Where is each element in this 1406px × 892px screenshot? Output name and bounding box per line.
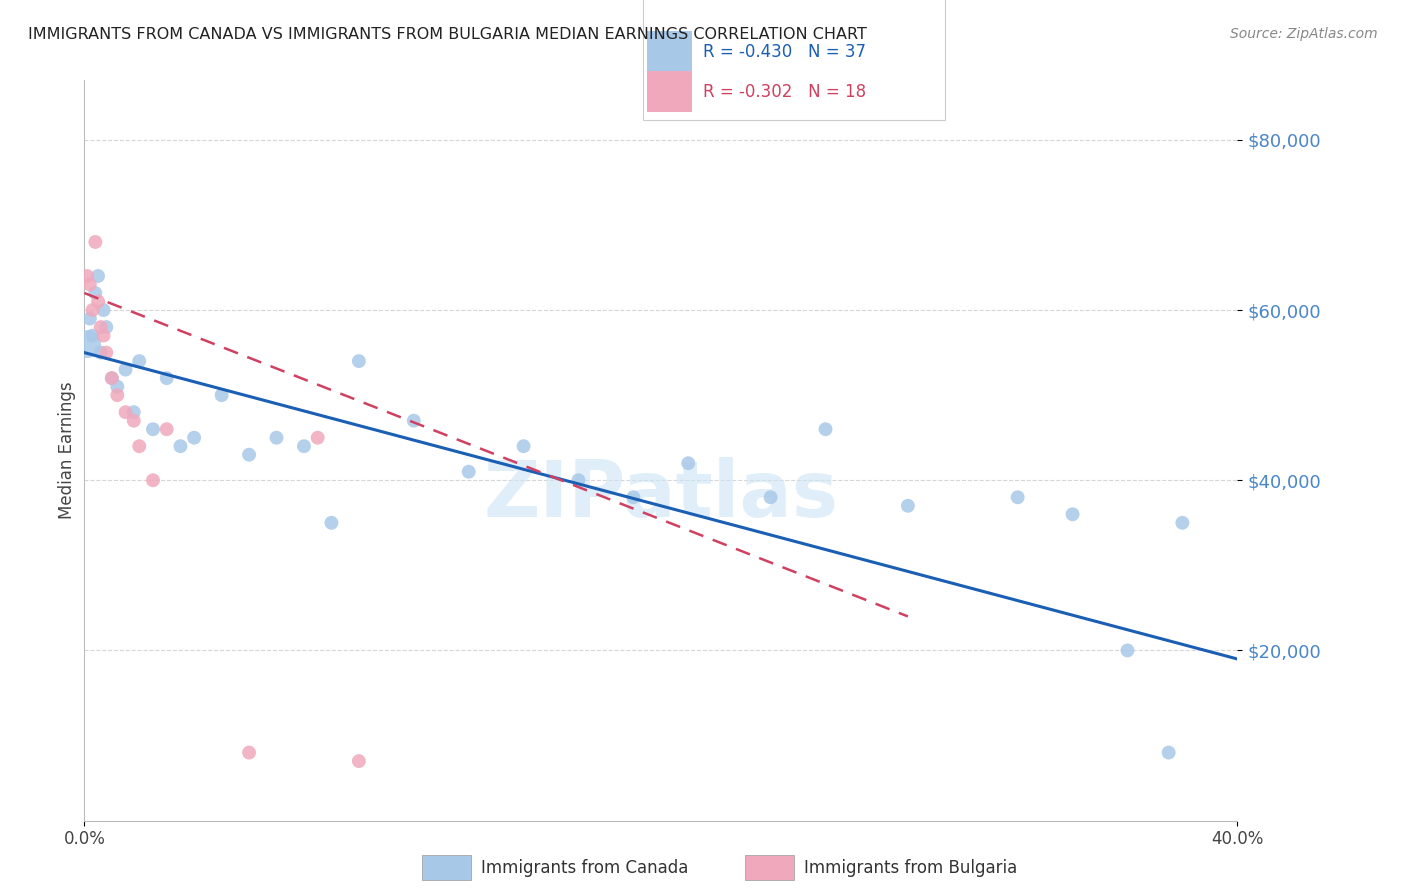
Point <box>90 345 112 359</box>
Point <box>211 388 233 402</box>
Point <box>82 303 104 318</box>
Point <box>1171 516 1194 530</box>
Point <box>76 268 98 283</box>
Point <box>84 235 107 249</box>
Point <box>79 277 101 292</box>
Point <box>79 311 101 326</box>
Point <box>93 328 115 343</box>
Text: IMMIGRANTS FROM CANADA VS IMMIGRANTS FROM BULGARIA MEDIAN EARNINGS CORRELATION C: IMMIGRANTS FROM CANADA VS IMMIGRANTS FRO… <box>28 27 868 42</box>
Point <box>128 439 150 453</box>
Point <box>238 746 260 760</box>
Point <box>347 754 370 768</box>
Point <box>1062 508 1084 522</box>
Text: Immigrants from Canada: Immigrants from Canada <box>481 859 688 877</box>
Point <box>1116 643 1139 657</box>
Text: Source: ZipAtlas.com: Source: ZipAtlas.com <box>1230 27 1378 41</box>
Point <box>93 303 115 318</box>
FancyBboxPatch shape <box>422 855 471 880</box>
Point <box>142 422 165 436</box>
Point <box>169 439 191 453</box>
Point <box>122 414 145 428</box>
Point <box>266 431 288 445</box>
Point <box>87 294 110 309</box>
Y-axis label: Median Earnings: Median Earnings <box>58 382 76 519</box>
FancyBboxPatch shape <box>647 71 692 112</box>
Point <box>128 354 150 368</box>
Point <box>678 456 700 470</box>
Point <box>347 354 370 368</box>
Point <box>759 490 782 504</box>
Point <box>84 286 107 301</box>
Point <box>96 320 118 334</box>
FancyBboxPatch shape <box>745 855 794 880</box>
Point <box>76 337 98 351</box>
Point <box>82 328 104 343</box>
Point <box>307 431 329 445</box>
Point <box>87 268 110 283</box>
Text: Immigrants from Bulgaria: Immigrants from Bulgaria <box>804 859 1018 877</box>
Point <box>96 345 118 359</box>
Point <box>1157 746 1180 760</box>
Point <box>292 439 315 453</box>
Point <box>402 414 425 428</box>
Point <box>114 405 136 419</box>
Point <box>156 371 179 385</box>
Point <box>183 431 205 445</box>
Text: R = -0.302   N = 18: R = -0.302 N = 18 <box>703 83 866 101</box>
Point <box>567 473 589 487</box>
Point <box>105 379 128 393</box>
Point <box>457 465 479 479</box>
Text: R = -0.430   N = 37: R = -0.430 N = 37 <box>703 43 866 61</box>
Point <box>90 320 112 334</box>
Point <box>122 405 145 419</box>
Point <box>156 422 179 436</box>
Point <box>101 371 124 385</box>
Point <box>512 439 534 453</box>
Point <box>142 473 165 487</box>
Point <box>1007 490 1029 504</box>
Point <box>321 516 343 530</box>
Point <box>897 499 920 513</box>
Point <box>105 388 128 402</box>
Text: ZIPatlas: ZIPatlas <box>484 457 838 533</box>
Point <box>621 490 644 504</box>
Point <box>814 422 837 436</box>
Point <box>101 371 124 385</box>
FancyBboxPatch shape <box>643 0 945 120</box>
Point <box>114 362 136 376</box>
FancyBboxPatch shape <box>647 31 692 71</box>
Point <box>238 448 260 462</box>
